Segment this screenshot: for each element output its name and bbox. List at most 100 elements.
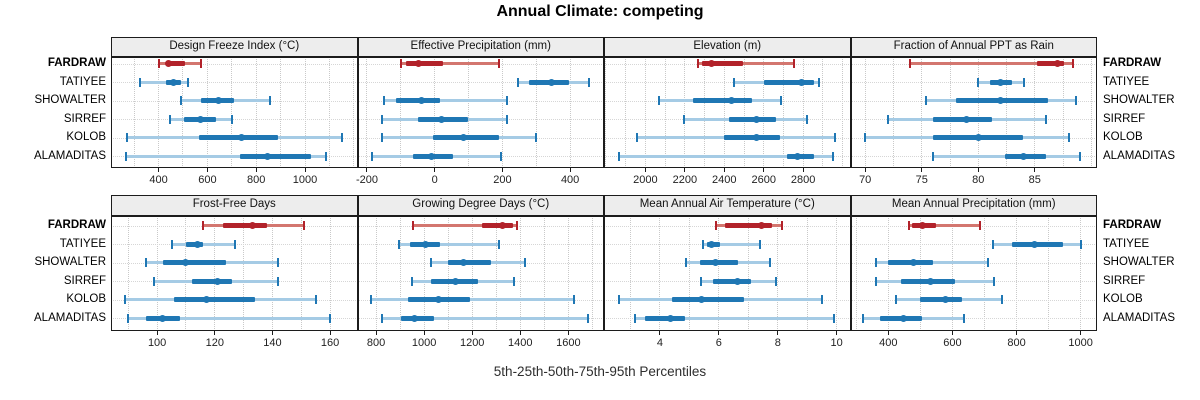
whisker-5-95 — [383, 99, 508, 102]
whisker-cap-high — [535, 133, 538, 142]
median-dot — [460, 259, 468, 266]
gridline — [777, 216, 779, 331]
whisker-cap-low — [371, 151, 374, 161]
iqr-bar-25-75 — [162, 260, 227, 265]
site-label-left: SHOWALTER — [34, 256, 106, 268]
axis-tick — [501, 168, 503, 172]
whisker-5-95 — [413, 224, 517, 227]
gridline — [704, 57, 706, 168]
gridline — [206, 57, 208, 168]
whisker-cap-low — [124, 151, 127, 161]
median-dot — [159, 314, 167, 322]
whisker-cap-high — [781, 221, 784, 230]
axis-tick — [271, 331, 273, 335]
axis-tick-label: 85 — [1028, 174, 1041, 186]
axis-tick-label: 200 — [493, 174, 512, 186]
iqr-bar-25-75 — [405, 61, 443, 66]
median-dot — [909, 259, 917, 266]
gridline — [304, 57, 306, 168]
whisker-cap-high — [277, 258, 280, 267]
axis-tick — [471, 331, 473, 335]
whisker-cap-high — [314, 295, 317, 304]
axis-tick — [864, 168, 866, 172]
whisker-5-95 — [910, 62, 1074, 65]
gridline — [605, 57, 607, 168]
site-label-left: KOLOB — [66, 131, 106, 143]
axis-tick — [1016, 331, 1018, 335]
median-dot — [169, 78, 177, 86]
panel-background — [850, 57, 1097, 168]
axis-tick-label: -200 — [355, 174, 378, 186]
whisker-cap-high — [1022, 77, 1025, 87]
axis-tick-label: 400 — [879, 337, 898, 349]
gridline — [864, 57, 866, 168]
site-label-right: FARDRAW — [1103, 57, 1162, 69]
gridline — [887, 216, 889, 331]
axis-tick — [567, 331, 569, 335]
axis-tick — [718, 331, 720, 335]
iqr-bar-25-75 — [1037, 61, 1065, 66]
site-label-right: FARDRAW — [1103, 219, 1162, 231]
whisker-cap-high — [230, 114, 233, 124]
median-dot — [753, 134, 761, 141]
gridline — [644, 57, 646, 168]
median-dot — [164, 60, 172, 67]
whisker-cap-low — [381, 313, 384, 323]
whisker-cap-high — [1001, 295, 1004, 304]
site-label-right: TATIYEE — [1103, 75, 1150, 88]
whisker-cap-low — [516, 77, 519, 87]
site-label-left: ALAMADITAS — [34, 311, 106, 324]
axis-tick-label: 800 — [366, 337, 386, 349]
gridline — [434, 57, 436, 168]
median-dot — [758, 222, 766, 229]
median-dot — [707, 240, 715, 248]
site-label-right: SIRREF — [1103, 112, 1146, 125]
row-guide — [111, 119, 358, 120]
panel-strip-title: Design Freeze Index (°C) — [111, 37, 358, 57]
whisker-cap-low — [157, 59, 160, 68]
panel-background — [850, 216, 1097, 331]
axis-tick-label: 1000 — [411, 337, 437, 349]
site-label-left: SIRREF — [63, 274, 106, 287]
row-guide — [111, 82, 358, 83]
gridline — [329, 216, 331, 331]
axis-tick — [763, 168, 765, 172]
axis-tick — [423, 331, 425, 335]
whisker-cap-high — [769, 258, 772, 267]
iqr-bar-25-75 — [692, 98, 752, 103]
site-label-right: KOLOB — [1103, 293, 1143, 305]
median-dot — [919, 222, 927, 229]
axis-tick-label: 400 — [560, 174, 580, 186]
whisker-cap-low — [925, 96, 928, 105]
whisker-cap-low — [908, 221, 911, 230]
axis-tick — [375, 331, 377, 335]
whisker-cap-high — [793, 59, 796, 68]
whisker-cap-high — [993, 276, 996, 286]
panel-strip-title: Frost-Free Days — [111, 195, 358, 216]
axis-tick — [304, 168, 306, 172]
whisker-cap-low — [399, 59, 402, 68]
whisker-cap-low — [874, 276, 877, 286]
axis-tick-label: 2600 — [751, 174, 776, 186]
gridline — [664, 57, 666, 168]
axis-tick-label: 800 — [1007, 337, 1026, 349]
axis-tick-label: 8 — [774, 337, 781, 349]
whisker-cap-low — [381, 133, 384, 142]
whisker-cap-high — [831, 151, 834, 161]
site-label-left: SIRREF — [63, 112, 106, 125]
gridline — [243, 216, 245, 331]
whisker-5-95 — [634, 316, 834, 320]
median-dot — [727, 97, 735, 104]
gridline — [271, 216, 273, 331]
axis-tick — [1034, 168, 1036, 172]
axis-tick — [214, 331, 216, 335]
iqr-bar-25-75 — [448, 260, 492, 265]
median-dot — [414, 60, 422, 67]
iqr-bar-25-75 — [701, 61, 744, 66]
gridline — [423, 216, 425, 331]
gridline — [569, 57, 571, 168]
whisker-cap-high — [1067, 133, 1070, 142]
gridline — [300, 216, 302, 331]
gridline — [447, 216, 449, 331]
whisker-5-95 — [140, 80, 188, 84]
